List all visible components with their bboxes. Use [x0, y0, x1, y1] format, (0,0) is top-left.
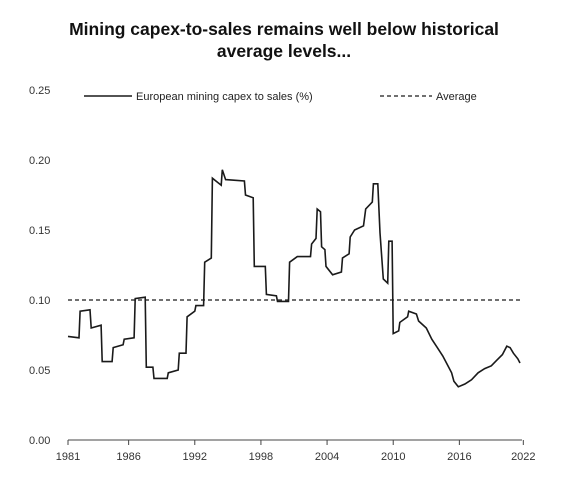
chart-legend: European mining capex to sales (%) Averag…	[84, 91, 477, 103]
x-tick-label: 2022	[511, 451, 535, 463]
capex-series-line	[67, 169, 521, 388]
x-tick-label: 1986	[116, 451, 140, 463]
x-tick-label: 2004	[315, 451, 339, 463]
x-tick-label: 1981	[56, 451, 80, 463]
x-tick-label: 1998	[249, 451, 273, 463]
chart-title: Mining capex-to-sales remains well below…	[0, 18, 568, 62]
y-tick-label: 0.00	[29, 435, 50, 447]
y-tick-label: 0.05	[29, 365, 50, 377]
chart-axes: 1981 1986 1992 1998 2004 2010 2016 2022 0.00 0.05…	[29, 85, 536, 463]
x-tick-label: 2016	[447, 451, 471, 463]
y-tick-label: 0.20	[29, 155, 50, 167]
series-layer	[67, 169, 521, 388]
y-tick-label: 0.10	[29, 295, 50, 307]
legend-label-capex: European mining capex to sales (%)	[136, 91, 313, 103]
x-tick-label: 1992	[183, 451, 207, 463]
x-tick-label: 2010	[381, 451, 405, 463]
y-tick-label: 0.15	[29, 225, 50, 237]
legend-label-average: Average	[436, 91, 477, 103]
chart-title-line-2: average levels...	[216, 41, 352, 61]
y-tick-label: 0.25	[29, 85, 50, 97]
chart-title-line-1: Mining capex-to-sales remains well below…	[69, 19, 499, 39]
